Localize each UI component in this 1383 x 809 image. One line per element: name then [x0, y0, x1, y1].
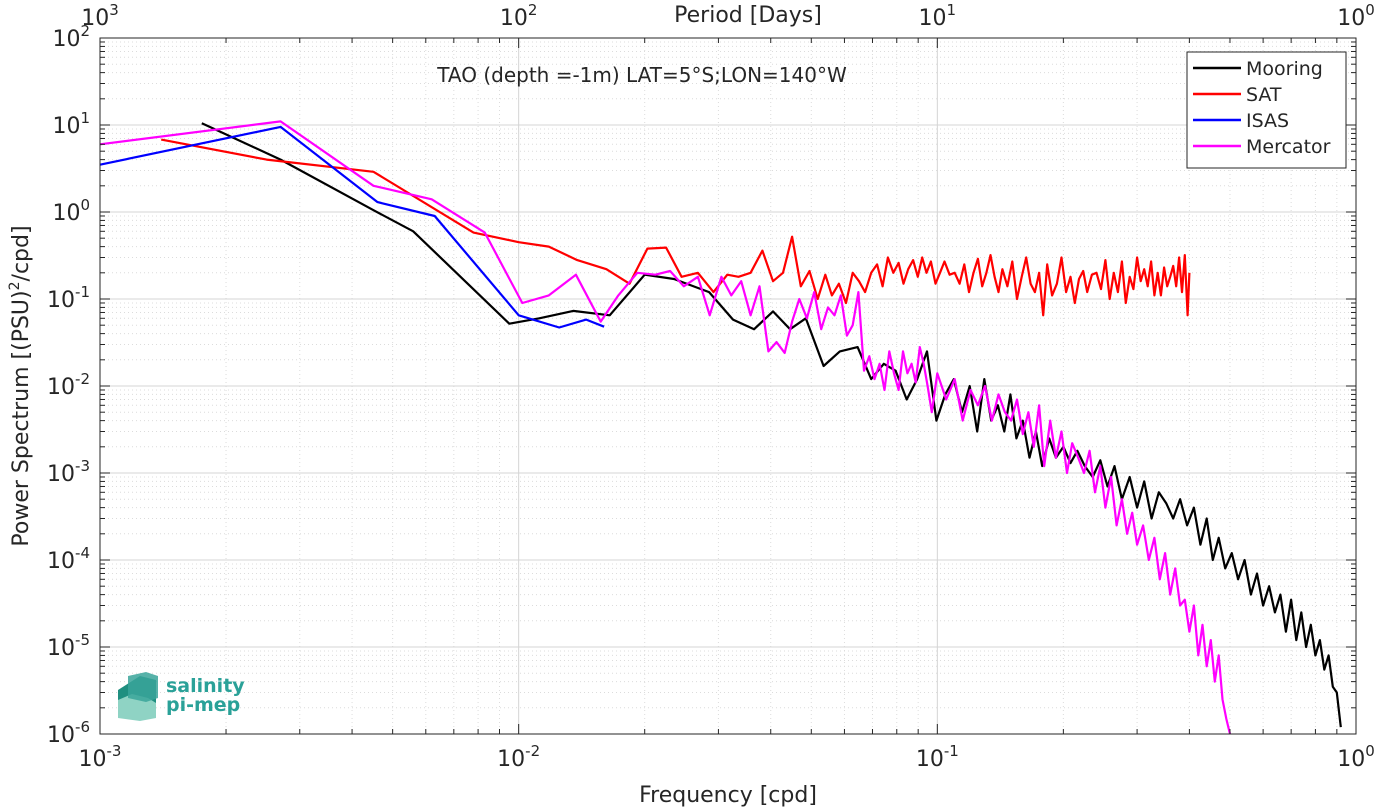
axis-ticks — [99, 37, 1357, 735]
y-tick-label: 102 — [52, 22, 90, 52]
series-line-mooring — [201, 122, 1342, 728]
legend-label-sat: SAT — [1246, 84, 1282, 106]
y-tick-label: 100 — [52, 196, 90, 226]
logo-text-line2: pi-mep — [166, 694, 240, 716]
series-line-mercator — [99, 120, 1232, 735]
series-line-sat — [160, 138, 1191, 317]
x-tick-label: 100 — [1337, 742, 1375, 772]
x-tick-label: 10-3 — [79, 742, 122, 772]
y-tick-label: 10-4 — [47, 544, 90, 574]
x-tick-label: 10-2 — [497, 742, 540, 772]
legend-label-mercator: Mercator — [1246, 136, 1331, 158]
top-tick-label: 102 — [500, 1, 538, 31]
top-tick-label: 103 — [81, 1, 119, 31]
series-line-isas — [99, 125, 605, 329]
top-tick-label: 101 — [919, 1, 957, 31]
series-layer — [99, 120, 1342, 735]
y-tick-label: 10-3 — [47, 457, 90, 487]
logo-text-line1: salinity — [166, 675, 245, 697]
y-axis-label: Power Spectrum [(PSU)2/cpd] — [7, 225, 34, 546]
legend-label-isas: ISAS — [1246, 110, 1289, 132]
top-tick-label: 100 — [1337, 1, 1375, 31]
y-tick-label: 10-2 — [47, 370, 90, 400]
x-tick-label: 10-1 — [916, 742, 959, 772]
legend: Mooring SAT ISAS Mercator — [1186, 51, 1347, 169]
chart-title: TAO (depth =-1m) LAT=5°S;LON=140°W — [436, 63, 847, 87]
y-tick-label: 10-5 — [47, 631, 90, 661]
y-tick-label: 10-6 — [47, 718, 90, 748]
logo-wave-dark — [128, 672, 158, 702]
top-axis-label: Period [Days] — [674, 3, 822, 28]
x-axis-label: Frequency [cpd] — [639, 783, 817, 808]
legend-label-mooring: Mooring — [1246, 58, 1323, 80]
y-tick-label: 101 — [52, 109, 90, 139]
legend-box — [1186, 51, 1347, 169]
salinity-pi-mep-logo: salinity pi-mep — [118, 672, 245, 721]
y-tick-label: 10-1 — [47, 283, 90, 313]
